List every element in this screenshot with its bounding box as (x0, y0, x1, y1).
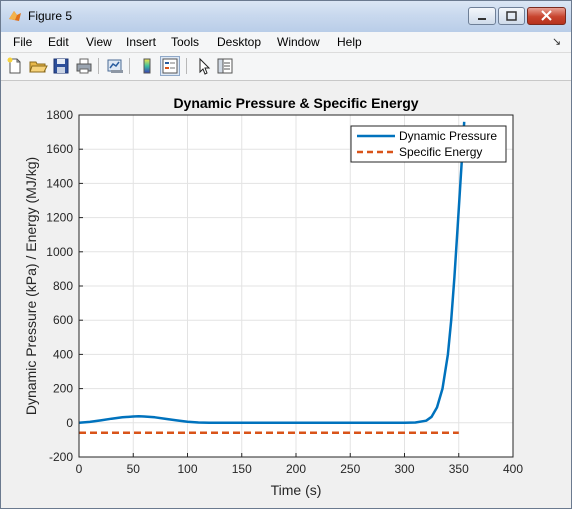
pointer-icon (199, 57, 211, 75)
open-file-icon (29, 61, 48, 73)
new-figure-icon (7, 57, 21, 74)
menu-tools[interactable]: Tools (171, 35, 200, 49)
figure-toolbar (1, 53, 571, 81)
y-tick-label: 1000 (46, 245, 73, 259)
colorbar-button[interactable] (137, 56, 157, 76)
menu-edit[interactable]: Edit (48, 35, 69, 49)
y-tick-label: 1400 (46, 176, 73, 190)
maximize-button[interactable] (498, 7, 525, 25)
legend-label-dynamic-pressure: Dynamic Pressure (399, 129, 497, 143)
x-tick-label: 250 (340, 462, 360, 476)
menu-desktop[interactable]: Desktop (217, 35, 262, 49)
minimize-button[interactable] (468, 7, 496, 25)
open-file-button[interactable] (28, 56, 48, 76)
y-tick-label: 1200 (46, 211, 73, 225)
toolbar-separator (186, 58, 187, 74)
y-tick-label: 800 (53, 279, 73, 293)
print-button[interactable] (74, 56, 94, 76)
x-tick-label: 100 (177, 462, 197, 476)
menu-view[interactable]: View (86, 35, 112, 49)
close-icon (541, 10, 552, 21)
menu-dock-arrow-icon[interactable]: ↘ (552, 36, 562, 48)
print-icon (76, 58, 92, 74)
property-inspector-icon (217, 58, 233, 74)
property-inspector-button[interactable] (215, 56, 235, 76)
y-axis-label: Dynamic Pressure (kPa) / Energy (MJ/kg) (23, 157, 39, 415)
title-bar[interactable]: Figure 5 (1, 1, 571, 32)
x-axis-label: Time (s) (271, 482, 322, 498)
legend-label-specific-energy: Specific Energy (399, 145, 482, 159)
x-tick-label: 350 (449, 462, 469, 476)
y-tick-label: -200 (49, 450, 73, 464)
matlab-icon (9, 11, 21, 21)
x-tick-label: 50 (127, 462, 141, 476)
minimize-icon (478, 18, 486, 20)
legend-button[interactable] (160, 56, 180, 76)
plot-svg: Dynamic Pressure & Specific Energy 0 50 10… (23, 95, 523, 498)
y-tick-label: 1600 (46, 142, 73, 156)
y-tick-label: 0 (66, 416, 73, 430)
x-tick-label: 0 (76, 462, 83, 476)
x-tick-label: 200 (286, 462, 306, 476)
close-button[interactable] (527, 7, 566, 25)
new-figure-button[interactable] (5, 56, 25, 76)
y-tick-label: 600 (53, 313, 73, 327)
save-button[interactable] (51, 56, 71, 76)
toolbar-separator (98, 58, 99, 74)
y-tick-label: 1800 (46, 108, 73, 122)
menu-bar: File Edit View Insert Tools Desktop Wind… (1, 32, 571, 53)
y-tick-label: 200 (53, 382, 73, 396)
window-title: Figure 5 (28, 9, 73, 23)
menu-help[interactable]: Help (337, 35, 362, 49)
chart-title: Dynamic Pressure & Specific Energy (173, 95, 418, 111)
toolbar-separator (129, 58, 130, 74)
menu-file[interactable]: File (13, 35, 33, 49)
y-tick-label: 400 (53, 347, 73, 361)
colorbar-icon (143, 58, 151, 74)
legend[interactable]: Dynamic Pressure Specific Energy (350, 125, 507, 163)
link-plot-button[interactable] (105, 56, 125, 76)
ticks: 0 50 100 150 200 250 300 350 400-200020040060080… (46, 108, 523, 476)
axes-frame (78, 114, 514, 458)
save-icon (53, 58, 69, 74)
series-line-dynamic-pressure[interactable] (78, 121, 466, 425)
maximize-icon (506, 11, 517, 21)
x-tick-label: 300 (394, 462, 414, 476)
x-tick-label: 400 (503, 462, 523, 476)
figure-canvas: Dynamic Pressure & Specific Energy 0 50 10… (6, 83, 566, 503)
legend-icon (162, 58, 178, 74)
x-tick-label: 150 (232, 462, 252, 476)
pointer-button[interactable] (194, 56, 214, 76)
series-group (78, 121, 466, 434)
link-plot-icon (107, 59, 123, 73)
menu-insert[interactable]: Insert (126, 35, 157, 49)
legend-box (350, 125, 507, 163)
menu-window[interactable]: Window (277, 35, 320, 49)
